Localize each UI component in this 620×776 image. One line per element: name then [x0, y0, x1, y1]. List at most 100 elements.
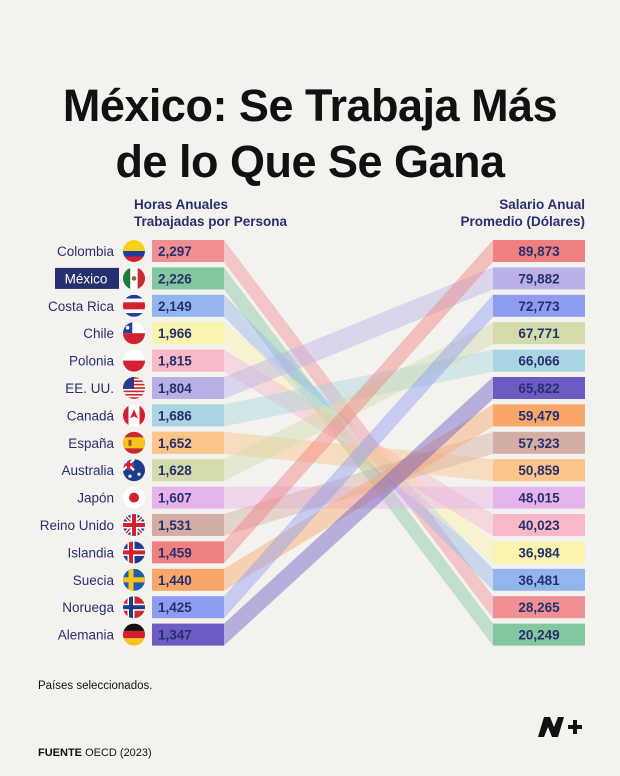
row-costa-rica: Costa Rica 2,149 [48, 294, 224, 317]
salary-value: 67,771 [518, 326, 560, 341]
row-colombia: Colombia 2,297 [57, 240, 224, 262]
salary-row-chile: 36,984 [493, 541, 585, 564]
salary-bar [493, 404, 585, 427]
canada-flag-icon [123, 404, 145, 427]
hours-bar [152, 431, 224, 454]
salary-value: 79,882 [518, 271, 559, 286]
salary-row-reino-unido: 57,323 [493, 431, 585, 454]
country-label: Reino Unido [40, 518, 114, 533]
chile-flag-icon [123, 322, 145, 345]
salary-bar [493, 514, 585, 536]
title-line-2: de lo Que Se Gana [115, 136, 505, 187]
connector-colombia [224, 240, 493, 619]
salary-value: 72,773 [518, 299, 560, 314]
hours-bar [152, 459, 224, 482]
connector-canada [224, 349, 493, 427]
salary-value: 36,481 [518, 573, 560, 588]
hours-value: 2,226 [158, 271, 192, 286]
salary-row-colombia: 28,265 [493, 596, 585, 619]
salary-row-canada: 66,066 [493, 349, 585, 372]
mexico-flag-icon [123, 267, 145, 290]
hours-bar [152, 596, 224, 619]
australia-flag-icon [123, 459, 145, 482]
country-label: Chile [83, 326, 114, 341]
right-axis-header: Salario Anual Promedio (Dólares) [430, 196, 585, 230]
salary-row-japon: 48,015 [493, 486, 585, 509]
salary-row-polonia: 40,023 [493, 514, 585, 536]
connector-alemania [224, 377, 493, 646]
salary-value: 66,066 [518, 354, 560, 369]
hours-value: 1,607 [158, 491, 192, 506]
country-highlight [55, 267, 119, 289]
row-japon: Japón 1,607 [77, 486, 224, 509]
salary-bar [493, 240, 585, 262]
hours-value: 1,628 [158, 463, 192, 478]
hours-value: 1,347 [158, 628, 192, 643]
connector-japon [224, 486, 493, 509]
salary-bar [493, 377, 585, 399]
connector-costa-rica [224, 294, 493, 591]
connector-mexico [224, 267, 493, 646]
connector-suecia [224, 404, 493, 591]
salary-value: 20,249 [518, 628, 559, 643]
row-noruega: Noruega 1,425 [62, 596, 224, 619]
hours-bar [152, 623, 224, 646]
salary-row-mexico: 20,249 [493, 623, 585, 646]
salary-bar [493, 322, 585, 345]
country-label: Polonia [69, 354, 115, 369]
salary-bar [493, 596, 585, 619]
brand-logo-icon [538, 717, 582, 737]
row-suecia: Suecia 1,440 [73, 568, 224, 591]
japan-flag-icon [123, 486, 145, 509]
connector-islandia [224, 240, 493, 564]
spain-flag-icon [123, 431, 145, 454]
hours-value: 1,966 [158, 326, 192, 341]
hours-value: 1,531 [158, 518, 192, 533]
hours-bar [152, 349, 224, 372]
salary-bar [493, 267, 585, 290]
left-header-line-1: Horas Anuales [134, 197, 229, 212]
right-header-line-2: Promedio (Dólares) [460, 214, 585, 229]
row-ee-uu: EE. UU. 1,804 [65, 377, 224, 399]
hours-value: 1,425 [158, 600, 192, 615]
hours-bar [152, 514, 224, 536]
connector-bands [224, 240, 493, 646]
hours-value: 1,804 [158, 381, 192, 396]
salary-value: 65,822 [518, 381, 559, 396]
country-label: Japón [77, 491, 114, 506]
right-header-line-1: Salario Anual [499, 197, 585, 212]
salary-value: 36,984 [518, 545, 560, 560]
hours-bar [152, 267, 224, 290]
row-mexico: México 2,226 [55, 267, 224, 290]
germany-flag-icon [123, 623, 145, 646]
salary-value: 40,023 [518, 518, 560, 533]
source-text: OECD (2023) [85, 747, 152, 759]
hours-bar [152, 486, 224, 509]
connector-australia [224, 322, 493, 482]
salary-row-noruega: 72,773 [493, 294, 585, 317]
country-label: España [68, 436, 114, 451]
hours-bar [152, 377, 224, 399]
row-australia: Australia 1,628 [61, 459, 224, 482]
salary-row-espana: 50,859 [493, 459, 585, 482]
page-title: México: Se Trabaja Más de lo Que Se Gana [0, 78, 620, 190]
row-canada: Canadá 1,686 [67, 404, 224, 427]
hours-value: 2,297 [158, 244, 192, 259]
country-label: Noruega [62, 600, 114, 615]
hours-value: 1,459 [158, 545, 192, 560]
salary-bar [493, 486, 585, 509]
country-label: Costa Rica [48, 299, 115, 314]
row-alemania: Alemania 1,347 [58, 623, 224, 646]
hours-value: 1,686 [158, 408, 192, 423]
salary-value: 57,323 [518, 436, 560, 451]
hours-bar [152, 322, 224, 345]
norway-flag-icon [123, 596, 145, 619]
row-islandia: Islandia 1,459 [67, 541, 224, 564]
hours-bar [152, 541, 224, 564]
colombia-flag-icon [123, 240, 145, 262]
salary-bar [493, 431, 585, 454]
hours-value: 1,815 [158, 354, 192, 369]
salary-row-australia: 67,771 [493, 322, 585, 345]
